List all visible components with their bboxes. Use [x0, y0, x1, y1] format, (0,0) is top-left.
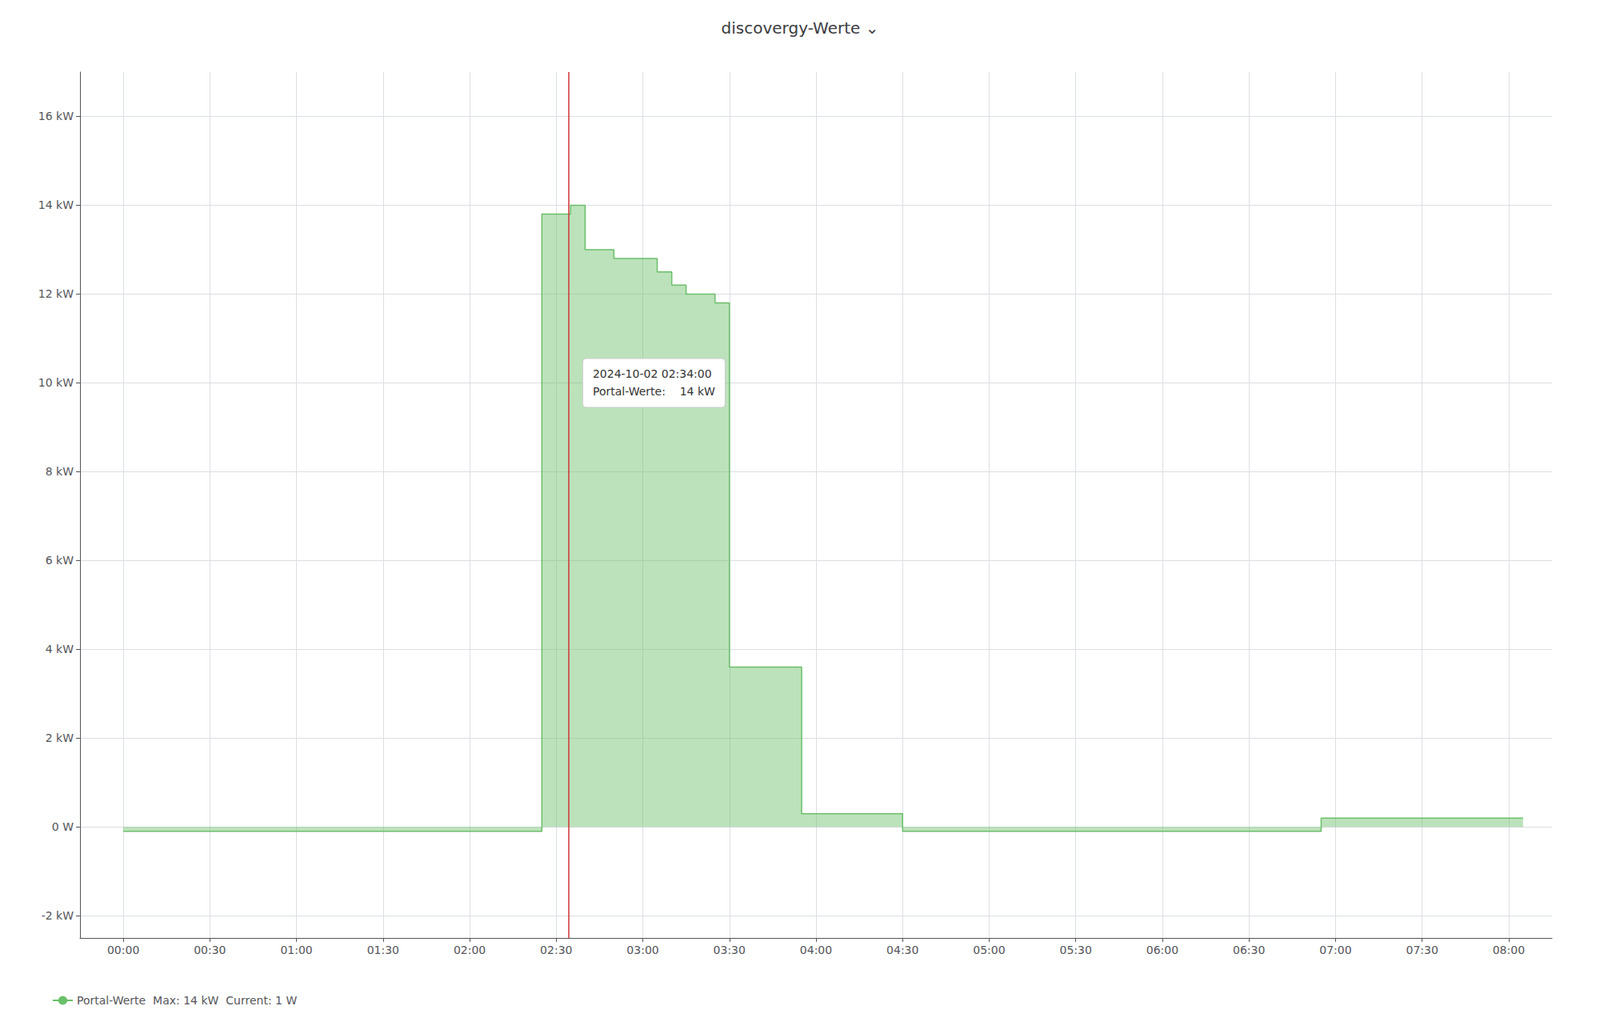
svg-text:10 kW: 10 kW: [38, 376, 74, 389]
svg-text:01:00: 01:00: [280, 943, 312, 956]
svg-text:05:00: 05:00: [972, 943, 1005, 956]
svg-text:2 kW: 2 kW: [45, 731, 74, 744]
svg-text:Portal-Werte: 14 kW: Portal-Werte: 14 kW: [592, 384, 716, 398]
svg-text:Portal-Werte Max: 14 kW Curr: Portal-Werte Max: 14 kW Current: 1 W: [76, 993, 297, 1007]
svg-text:03:00: 03:00: [626, 943, 659, 956]
svg-text:02:30: 02:30: [540, 943, 572, 956]
svg-text:07:00: 07:00: [1319, 943, 1352, 956]
svg-text:04:00: 04:00: [800, 943, 832, 956]
svg-text:05:30: 05:30: [1060, 943, 1092, 956]
svg-text:08:00: 08:00: [1492, 943, 1525, 956]
svg-text:16 kW: 16 kW: [38, 109, 74, 123]
svg-text:4 kW: 4 kW: [45, 642, 74, 656]
svg-text:06:00: 06:00: [1146, 943, 1179, 956]
svg-text:00:00: 00:00: [107, 943, 140, 956]
svg-text:07:30: 07:30: [1405, 943, 1438, 956]
svg-text:12 kW: 12 kW: [38, 287, 74, 300]
svg-text:04:30: 04:30: [886, 943, 919, 956]
svg-text:06:30: 06:30: [1232, 943, 1265, 956]
svg-text:8 kW: 8 kW: [45, 464, 74, 478]
svg-text:2024-10-02 02:34:00: 2024-10-02 02:34:00: [592, 367, 712, 380]
svg-text:6 kW: 6 kW: [45, 553, 74, 567]
svg-text:-2 kW: -2 kW: [41, 908, 75, 922]
svg-text:discovergy-Werte ⌄: discovergy-Werte ⌄: [721, 18, 880, 38]
svg-text:0 W: 0 W: [52, 820, 74, 833]
svg-text:02:00: 02:00: [453, 943, 486, 956]
svg-text:01:30: 01:30: [367, 943, 400, 956]
svg-text:14 kW: 14 kW: [38, 198, 74, 212]
svg-text:00:30: 00:30: [193, 943, 226, 956]
svg-text:03:30: 03:30: [713, 943, 746, 956]
